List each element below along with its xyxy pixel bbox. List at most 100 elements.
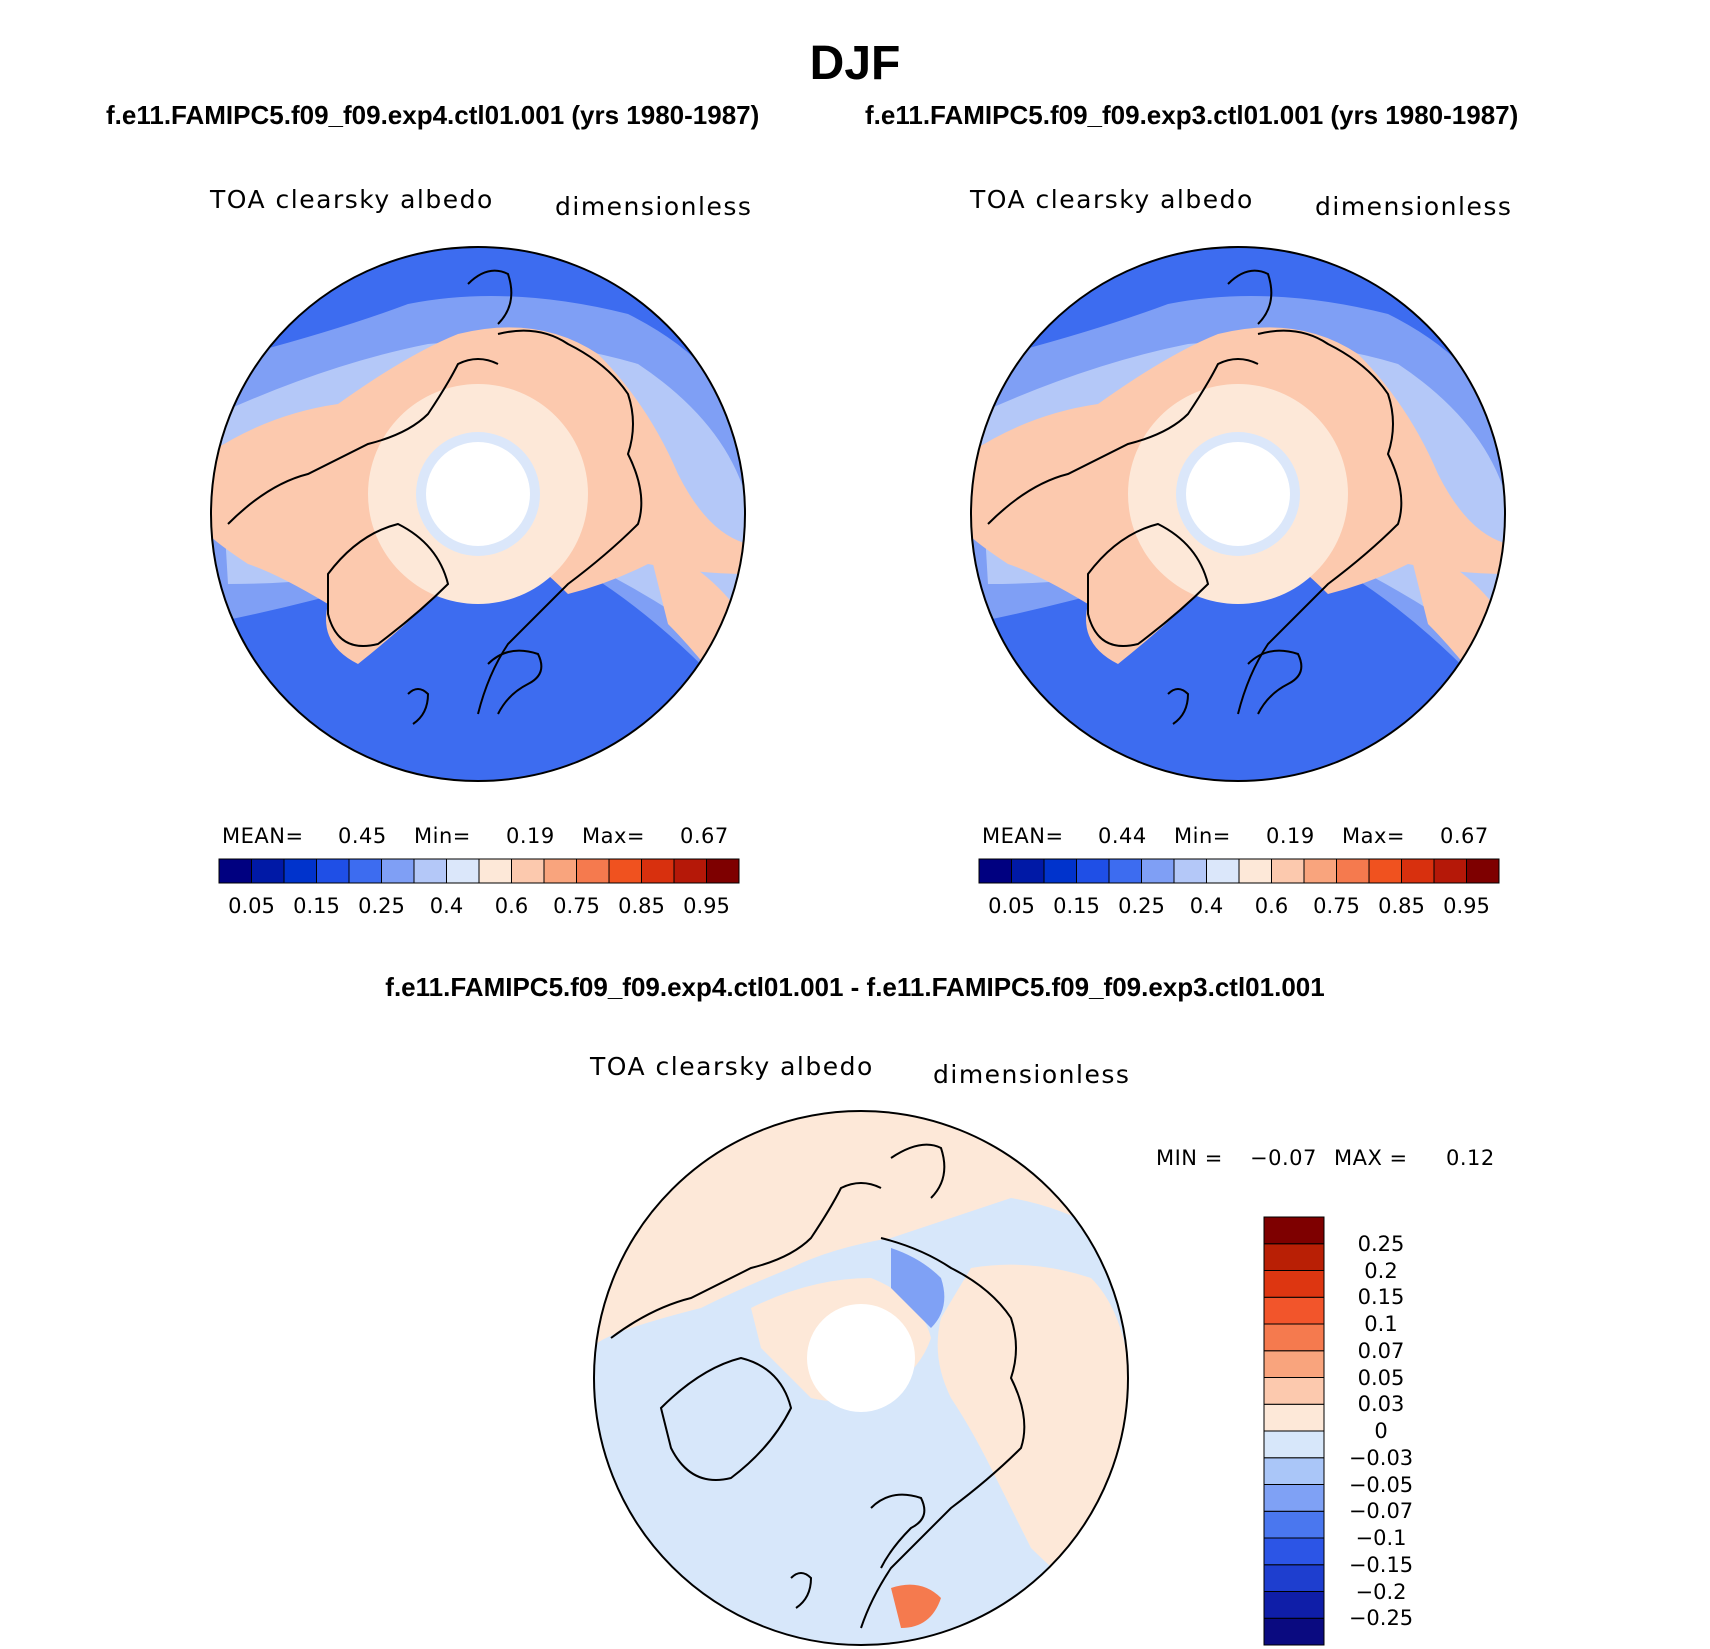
diff-colorbar-swatch <box>1263 1430 1325 1459</box>
panel-1-colorbar-tick-label: 0.05 <box>228 894 275 918</box>
panel-2-colorbar-tick-label: 0.75 <box>1313 894 1360 918</box>
panel-1-coast-british-isles <box>407 688 430 725</box>
panel-2-colorbar-swatch <box>1043 858 1077 884</box>
diff-pole-hole <box>807 1304 915 1412</box>
panel-2-case-title: f.e11.FAMIPC5.f09_f09.exp3.ctl01.001 (yr… <box>865 100 1519 130</box>
panel-1-colorbar-swatch <box>348 858 382 884</box>
diff-colorbar-swatch <box>1263 1403 1325 1432</box>
diff-coast-eurasia <box>860 1237 1026 1629</box>
diff-colorbar-tick-label: 0 <box>1374 1419 1388 1443</box>
panel-2-colorbar-swatch <box>1368 858 1402 884</box>
panel-1-coast-greenland <box>327 522 450 647</box>
panel-2-mean-label: MEAN= <box>982 824 1064 848</box>
panel-2-colorbar-swatch <box>1303 858 1337 884</box>
panel-1-colorbar-tick-label: 0.15 <box>293 894 340 918</box>
panel-1-colorbar-swatch <box>543 858 577 884</box>
panel-1-colorbar-swatch <box>218 858 252 884</box>
panel-2-coast-eurasia <box>1237 329 1403 715</box>
panel-2-colorbar-swatch <box>1173 858 1207 884</box>
panel-1-colorbar-swatch <box>576 858 610 884</box>
panel-2-colorbar-swatch <box>1206 858 1240 884</box>
panel-1-colorbar-tick-label: 0.75 <box>553 894 600 918</box>
diff-colorbar-tick-label: −0.03 <box>1348 1445 1414 1470</box>
diff-min-value: −0.07 <box>1250 1146 1317 1170</box>
diff-colorbar-swatch <box>1263 1216 1325 1245</box>
panel-1-pole-hole <box>426 442 530 546</box>
diff-colorbar-swatch <box>1263 1296 1325 1325</box>
panel-1-colorbar-tick-label: 0.6 <box>494 894 529 918</box>
diff-colorbar-tick-label: −0.15 <box>1348 1552 1414 1577</box>
panel-1-colorbar-swatch <box>381 858 415 884</box>
panel-2-colorbar-tick-label: 0.05 <box>988 894 1035 918</box>
diff-colorbar-swatch <box>1263 1350 1325 1378</box>
diff-units: dimensionless <box>933 1060 1131 1089</box>
diff-colorbar-tick-label: 0.03 <box>1357 1392 1405 1417</box>
panel-1-mean-value: 0.45 <box>338 824 387 848</box>
diff-positive-north <box>594 1111 1128 1348</box>
diff-colorbar-tick-label: 0.15 <box>1357 1285 1405 1310</box>
diff-max-value: 0.12 <box>1446 1146 1495 1170</box>
panel-1-colorbar-tick-label: 0.4 <box>429 894 464 918</box>
panel-2-colorbar-swatch <box>1141 858 1175 884</box>
diff-positive-patch <box>891 1584 941 1628</box>
panel-2-variable: TOA clearsky albedo <box>970 185 1254 214</box>
panel-2-colorbar-swatch <box>1076 858 1110 884</box>
diff-colorbar-tick-label: 0.1 <box>1364 1312 1398 1336</box>
panel-1-colorbar-swatch <box>511 858 545 884</box>
figure-title: DJF <box>809 37 901 90</box>
panel-1-coast-kamchatka <box>467 269 513 325</box>
diff-map-border <box>593 1110 1129 1646</box>
panel-1-min-value: 0.19 <box>506 824 555 848</box>
diff-case-title: f.e11.FAMIPC5.f09_f09.exp4.ctl01.001 - f… <box>385 972 1325 1002</box>
panel-1-colorbar-swatch <box>316 858 350 884</box>
panel-2-colorbar-tick-label: 0.85 <box>1378 894 1425 918</box>
panel-2-polar-map <box>970 246 1506 782</box>
panel-2-min-label: Min= <box>1174 824 1231 848</box>
diff-colorbar-swatch <box>1263 1617 1325 1646</box>
diff-coast-british-isles <box>790 1572 813 1609</box>
panel-1-colorbar-swatch <box>446 858 480 884</box>
panel-1-colorbar-swatch <box>478 858 512 884</box>
panel-2-coast-north-america <box>987 358 1259 525</box>
panel-2-colorbar-tick-label: 0.95 <box>1443 894 1490 918</box>
diff-colorbar <box>1263 1216 1325 1646</box>
diff-colorbar-tick-label: −0.25 <box>1348 1606 1414 1631</box>
diff-coast-scandinavia <box>870 1493 926 1569</box>
diff-colorbar-swatch <box>1263 1323 1325 1352</box>
panel-1-colorbar-swatch <box>608 858 642 884</box>
diff-coast-kamchatka <box>890 1143 946 1199</box>
panel-1-colorbar-swatch <box>673 858 707 884</box>
panel-2-colorbar-tick-label: 0.15 <box>1053 894 1100 918</box>
diff-negative-patch <box>891 1248 945 1328</box>
panel-1-colorbar-tick-label: 0.25 <box>358 894 405 918</box>
panel-2-coast-scandinavia <box>1247 649 1303 715</box>
diff-colorbar-swatch <box>1263 1591 1325 1619</box>
diff-max-label: MAX = <box>1334 1146 1408 1170</box>
panel-1-units: dimensionless <box>555 192 753 221</box>
diff-colorbar-tick-label: 0.07 <box>1357 1338 1405 1363</box>
panel-1-max-label: Max= <box>582 824 646 848</box>
diff-colorbar-tick-label: −0.07 <box>1348 1499 1414 1524</box>
diff-colorbar-tick-label: −0.2 <box>1355 1579 1407 1604</box>
panel-2-max-label: Max= <box>1342 824 1406 848</box>
panel-1-min-label: Min= <box>414 824 471 848</box>
panel-1-colorbar-tick-label: 0.85 <box>618 894 665 918</box>
diff-colorbar-swatch <box>1263 1564 1325 1592</box>
panel-1-coast-eurasia <box>477 329 643 715</box>
panel-1-colorbar-swatch <box>251 858 285 884</box>
panel-1-colorbar-swatch <box>413 858 447 884</box>
panel-2-colorbar-swatch <box>1433 858 1467 884</box>
panel-2-pole-hole <box>1186 442 1290 546</box>
panel-1-colorbar-swatch <box>641 858 675 884</box>
diff-min-label: MIN = <box>1156 1146 1223 1170</box>
panel-1-coast-north-america <box>227 358 499 525</box>
panel-2-colorbar-swatch <box>978 858 1012 884</box>
panel-2-mean-value: 0.44 <box>1098 824 1147 848</box>
panel-2-colorbar-swatch <box>1466 858 1500 884</box>
panel-1-colorbar-tick-label: 0.95 <box>683 894 730 918</box>
panel-2-colorbar-swatch <box>1271 858 1305 884</box>
diff-colorbar-tick-label: 0.25 <box>1357 1231 1405 1256</box>
panel-2-coast-greenland <box>1087 522 1210 647</box>
panel-2-units: dimensionless <box>1315 192 1513 221</box>
panel-1-polar-map <box>210 246 746 782</box>
